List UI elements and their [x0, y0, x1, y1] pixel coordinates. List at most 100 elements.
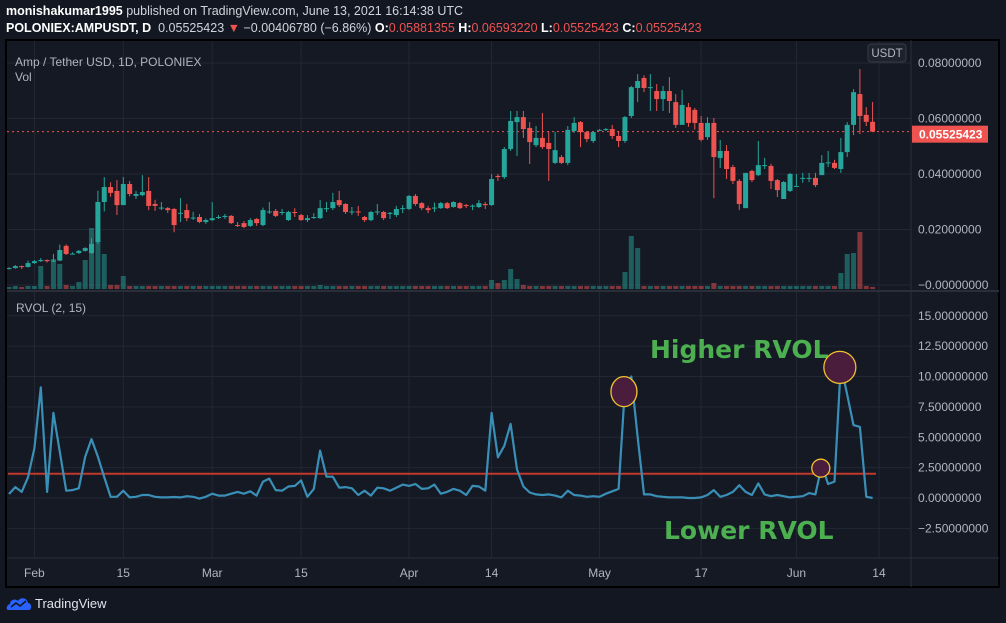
- candle-body: [19, 266, 25, 268]
- candle-body: [444, 203, 450, 209]
- axes[interactable]: Feb 15 Mar 15 Apr 14 May 17 Jun 14 0.08000000 0.060…: [24, 56, 989, 580]
- volume-bar: [63, 285, 69, 289]
- candle-body: [806, 177, 812, 179]
- candle: [222, 213, 228, 219]
- candle-body: [628, 87, 634, 117]
- candle-body: [139, 192, 145, 196]
- candle-body: [165, 208, 171, 211]
- volume-bar: [419, 286, 425, 289]
- currency-badge[interactable]: USDT: [867, 43, 907, 63]
- candle-body: [298, 215, 304, 221]
- volume-bar: [793, 286, 799, 289]
- candle-body: [108, 187, 114, 193]
- candle: [235, 222, 241, 228]
- candle-body: [393, 208, 399, 216]
- candle: [31, 260, 37, 264]
- volume-bar: [444, 286, 450, 289]
- candle: [425, 205, 431, 214]
- volume-bar: [190, 286, 196, 289]
- volume-bar: [7, 287, 12, 289]
- author-name[interactable]: monishakumar1995: [6, 4, 123, 18]
- candle: [470, 204, 476, 211]
- candle-body: [724, 150, 730, 170]
- candle-body: [7, 268, 12, 270]
- candle-body: [800, 177, 806, 179]
- candle-body: [705, 122, 710, 138]
- volume-bar: [571, 286, 577, 289]
- volume-bar: [330, 286, 336, 289]
- candle-body: [812, 177, 818, 186]
- volume-bar: [247, 286, 253, 289]
- highlight-circle: [811, 458, 831, 478]
- candle-body: [838, 152, 844, 170]
- candle: [457, 202, 463, 209]
- candle: [44, 259, 50, 263]
- candle-body: [203, 220, 209, 223]
- candle: [57, 244, 63, 262]
- volume-bar: [12, 286, 18, 289]
- candle: [539, 112, 545, 150]
- volume-bar: [228, 286, 234, 289]
- candle: [584, 130, 590, 143]
- volume-bar: [82, 260, 88, 289]
- volume-bar: [787, 286, 793, 289]
- candle-body: [209, 218, 215, 221]
- volume-bar: [736, 286, 742, 289]
- candle-body: [44, 260, 50, 262]
- candle-body: [368, 212, 374, 221]
- volume-bar: [336, 286, 342, 289]
- candle: [158, 202, 164, 211]
- candle: [330, 192, 336, 211]
- candle: [870, 102, 876, 132]
- volume-bar: [622, 272, 628, 289]
- volume-bar: [660, 286, 666, 289]
- symbol-info: POLONIEX:AMPUSDT, D 0.05525423 ▼ −0.0040…: [6, 21, 702, 35]
- candle-body: [76, 250, 82, 254]
- volume-bar: [260, 286, 266, 289]
- candle: [19, 265, 25, 269]
- candle: [266, 202, 272, 214]
- candle-body: [870, 121, 876, 132]
- candle-body: [101, 187, 107, 203]
- candle-body: [387, 212, 393, 214]
- candle: [197, 213, 202, 224]
- candle: [685, 102, 691, 127]
- candle: [362, 215, 368, 223]
- candle: [787, 172, 793, 193]
- volume-bar: [203, 286, 209, 289]
- candle: [25, 260, 31, 268]
- candle: [743, 172, 749, 209]
- candle: [368, 210, 374, 222]
- candle-body: [133, 193, 139, 196]
- candle: [832, 159, 837, 170]
- volume-bar: [19, 287, 25, 289]
- candle: [520, 111, 526, 138]
- candle: [298, 213, 304, 221]
- price-tick-label: 0.02000000: [918, 223, 982, 237]
- candle: [451, 201, 456, 208]
- candle-body: [25, 263, 31, 267]
- time-tick-label: Apr: [400, 566, 419, 580]
- candle-body: [279, 212, 285, 214]
- volume-bar: [298, 286, 304, 289]
- volume-bar: [400, 286, 406, 289]
- volume-bar: [70, 286, 75, 289]
- candle-body: [857, 94, 863, 117]
- volume-bar: [666, 286, 672, 289]
- candle-body: [451, 202, 456, 208]
- volume-bar: [635, 248, 641, 289]
- volume-bar: [565, 286, 571, 289]
- volume-bar: [806, 286, 812, 289]
- candle-body: [609, 129, 615, 136]
- candle: [406, 195, 412, 211]
- candle-body: [50, 260, 56, 262]
- volume-bar: [501, 280, 507, 289]
- volume-bar: [832, 286, 837, 289]
- tradingview-logo[interactable]: TradingView: [6, 595, 107, 611]
- candle-body: [241, 223, 247, 228]
- volume-bar: [463, 286, 469, 289]
- candle: [127, 180, 133, 197]
- rvol-tick-label: 5.00000000: [918, 430, 982, 444]
- highlight-circle: [610, 375, 638, 408]
